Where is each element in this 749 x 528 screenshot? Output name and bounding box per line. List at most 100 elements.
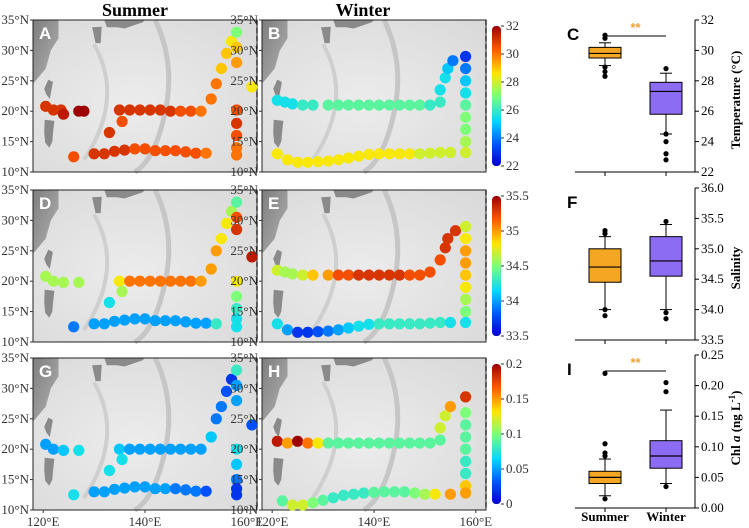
- boxplot-y-tick-label: 35.5: [701, 210, 724, 225]
- station-point: [434, 434, 446, 446]
- station-point: [424, 437, 436, 449]
- boxplot-y-tick-label: 26: [701, 103, 715, 118]
- station-point: [292, 326, 304, 338]
- lat-tick-label: 35°N: [230, 12, 258, 27]
- station-point: [169, 145, 182, 157]
- station-point: [57, 276, 70, 288]
- boxplot-y-tick-label: 22: [701, 164, 714, 179]
- lat-tick-label: 30°N: [230, 380, 258, 395]
- station-point: [88, 318, 100, 330]
- box-outlier: [663, 379, 669, 386]
- station-point: [246, 419, 258, 431]
- lat-tick-label: 15°N: [230, 304, 258, 319]
- station-point: [113, 104, 126, 116]
- box-outlier: [602, 370, 608, 376]
- map-panel-d: D 35°N 30°N 25°N 20°N 15°N 10°N: [1, 182, 258, 349]
- station-point: [383, 437, 395, 449]
- station-point: [312, 326, 324, 338]
- lat-tick-label: 20°N: [230, 273, 258, 288]
- station-point: [215, 233, 227, 245]
- map-land-kyushu: [321, 364, 331, 382]
- station-point: [164, 105, 177, 117]
- box-outlier: [663, 157, 669, 163]
- station-point: [210, 318, 222, 330]
- colorbar-tick-label: 0.2: [506, 356, 522, 371]
- station-point: [434, 316, 446, 329]
- station-point: [449, 225, 462, 237]
- station-point: [164, 443, 177, 455]
- lat-tick-label: 25°N: [1, 411, 29, 426]
- colorbar-tick-label: 35: [506, 223, 519, 238]
- colorbar-tick-label: 28: [506, 74, 519, 89]
- map-land-china: [262, 358, 288, 422]
- box-outlier: [663, 66, 669, 72]
- station-point: [439, 72, 451, 84]
- station-point: [460, 281, 472, 293]
- station-point: [393, 437, 406, 449]
- boxplot-y-tick-label: 33.5: [701, 332, 724, 347]
- category-summer: Summer: [581, 509, 629, 524]
- station-point: [404, 437, 416, 449]
- station-point: [164, 275, 177, 287]
- station-point: [200, 317, 212, 329]
- station-point: [139, 481, 151, 493]
- station-point: [47, 275, 60, 287]
- station-point: [353, 150, 365, 162]
- station-point: [103, 126, 115, 139]
- panel-label-b: B: [268, 24, 280, 43]
- box-iqr: [649, 81, 683, 115]
- station-point: [180, 484, 192, 496]
- station-point: [281, 437, 294, 449]
- station-point: [57, 108, 70, 120]
- map-land-kyushu: [321, 26, 331, 44]
- station-point: [246, 251, 258, 263]
- station-point: [124, 104, 136, 116]
- station-point: [98, 318, 110, 330]
- station-point: [220, 217, 233, 229]
- station-point: [108, 483, 121, 495]
- box-iqr: [649, 440, 683, 469]
- station-point: [190, 147, 202, 159]
- boxplot-y-tick-label: 34.5: [701, 271, 724, 286]
- station-point: [108, 315, 121, 327]
- lat-tick-label: 10°N: [1, 164, 29, 179]
- box-outlier: [602, 453, 608, 459]
- station-point: [195, 105, 207, 117]
- station-point: [113, 275, 126, 287]
- station-point: [322, 325, 334, 337]
- lat-tick-label: 35°N: [1, 12, 29, 27]
- station-point: [353, 437, 365, 449]
- station-point: [460, 316, 472, 329]
- box-outlier: [663, 131, 669, 137]
- station-point: [144, 275, 156, 287]
- box-outlier: [602, 64, 608, 70]
- lat-tick-label: 25°N: [230, 243, 258, 258]
- station-point: [348, 488, 360, 500]
- station-point: [185, 443, 197, 455]
- station-point: [383, 318, 395, 330]
- station-point: [231, 26, 243, 38]
- station-point: [414, 269, 426, 281]
- station-point: [68, 489, 80, 501]
- station-point: [154, 104, 166, 116]
- station-point: [139, 313, 151, 325]
- station-point: [307, 269, 319, 281]
- station-point: [460, 146, 472, 159]
- station-point: [342, 269, 355, 281]
- map-sea: [262, 358, 486, 510]
- colorbar-tick-label: 33.5: [506, 328, 529, 343]
- colorbar-tick-label: 0.15: [506, 391, 529, 406]
- lon-tick-label: 140°E: [129, 514, 162, 528]
- station-point: [302, 156, 314, 168]
- station-point: [332, 437, 344, 449]
- box-summer: [588, 32, 622, 79]
- station-point: [439, 410, 451, 422]
- station-point: [404, 318, 416, 330]
- station-point: [297, 99, 309, 111]
- station-point: [190, 485, 202, 497]
- box-winter: [649, 66, 683, 163]
- box-outlier: [663, 218, 669, 225]
- station-point: [404, 148, 416, 160]
- station-point: [460, 419, 472, 431]
- station-point: [460, 407, 472, 419]
